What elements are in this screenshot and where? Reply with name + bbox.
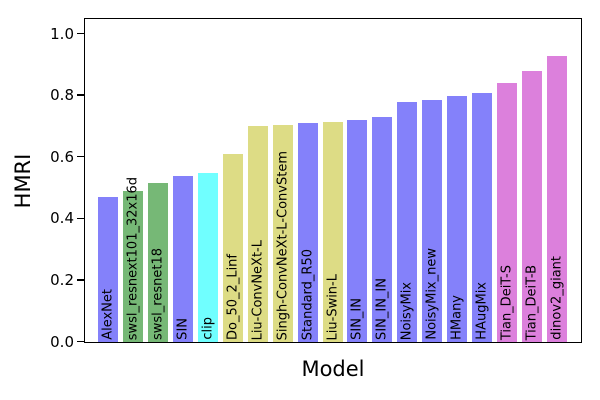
bar: HMany [447, 95, 468, 342]
bar: swsl_resnext101_32x16d [122, 177, 143, 342]
bar-x-tick-label: swsl_resnext101_32x16d [125, 176, 141, 340]
bar-x-tick-label: Do_50_2_Linf [225, 254, 241, 340]
y-tick-mark [77, 279, 84, 281]
bar: Liu-Swin-L [322, 121, 343, 342]
bar: NoisyMix [397, 101, 418, 342]
bar-x-tick-label: swsl_resnet18 [150, 248, 166, 340]
bar: Liu-ConvNeXt-L [247, 126, 268, 342]
bar: Tian_DeiT-S [497, 83, 518, 342]
bar: dinov2_giant [547, 55, 567, 342]
bar-x-tick-label: dinov2_giant [549, 256, 565, 340]
bar-x-tick-label: Singh-ConvNeXt-L-ConvStem [275, 150, 291, 340]
bar: SIN_IN_IN [372, 117, 393, 342]
bar: Do_50_2_Linf [222, 154, 243, 342]
y-tick-label: 0.6 [50, 147, 74, 166]
bar-x-tick-label: NoisyMix_new [424, 248, 440, 340]
y-tick-mark [77, 155, 84, 158]
bar: Tian_DeiT-B [522, 70, 543, 342]
bar-x-tick-label: HMany [449, 295, 465, 340]
bar-x-tick-label: HAugMix [474, 282, 490, 340]
bar-x-tick-label: Tian_DeiT-B [524, 264, 540, 340]
bar-x-tick-label: clip [200, 317, 216, 340]
bar-x-tick-label: SIN_IN_IN [374, 278, 390, 340]
bar: AlexNet [98, 197, 118, 342]
x-axis-label: Model [301, 357, 365, 381]
bar-x-tick-label: Liu-Swin-L [325, 273, 340, 340]
y-tick-label: 1.0 [50, 24, 74, 43]
y-tick-label: 0.2 [50, 270, 74, 289]
y-tick-label: 0.8 [50, 86, 74, 105]
bar-x-tick-label: Liu-ConvNeXt-L [250, 239, 266, 340]
bar-x-tick-label: Standard_R50 [300, 248, 316, 340]
bar-x-tick-label: SIN [175, 318, 191, 340]
y-tick-label: 0.4 [50, 209, 74, 228]
plot-area: AlexNet swsl_resnext101_32x16d swsl_resnet… [84, 18, 582, 343]
bar: clip [197, 172, 218, 342]
y-tick-mark [77, 32, 84, 35]
bar: NoisyMix_new [422, 100, 443, 342]
bar: SIN [172, 175, 193, 342]
bar: Standard_R50 [297, 123, 318, 342]
bar-x-tick-label: AlexNet [100, 289, 116, 340]
bar: Singh-ConvNeXt-L-ConvStem [272, 124, 293, 342]
bar: HAugMix [472, 92, 493, 342]
y-tick-label: 0.0 [50, 332, 74, 351]
bar: SIN_IN [347, 120, 368, 342]
y-tick-mark [77, 217, 84, 220]
y-tick-mark [77, 94, 84, 96]
bar: swsl_resnet18 [147, 183, 168, 342]
bar-x-tick-label: SIN_IN [349, 298, 365, 340]
y-tick-mark [77, 340, 84, 343]
bar-x-tick-label: NoisyMix [399, 281, 415, 340]
bar-x-tick-label: Tian_DeiT-S [499, 264, 515, 340]
